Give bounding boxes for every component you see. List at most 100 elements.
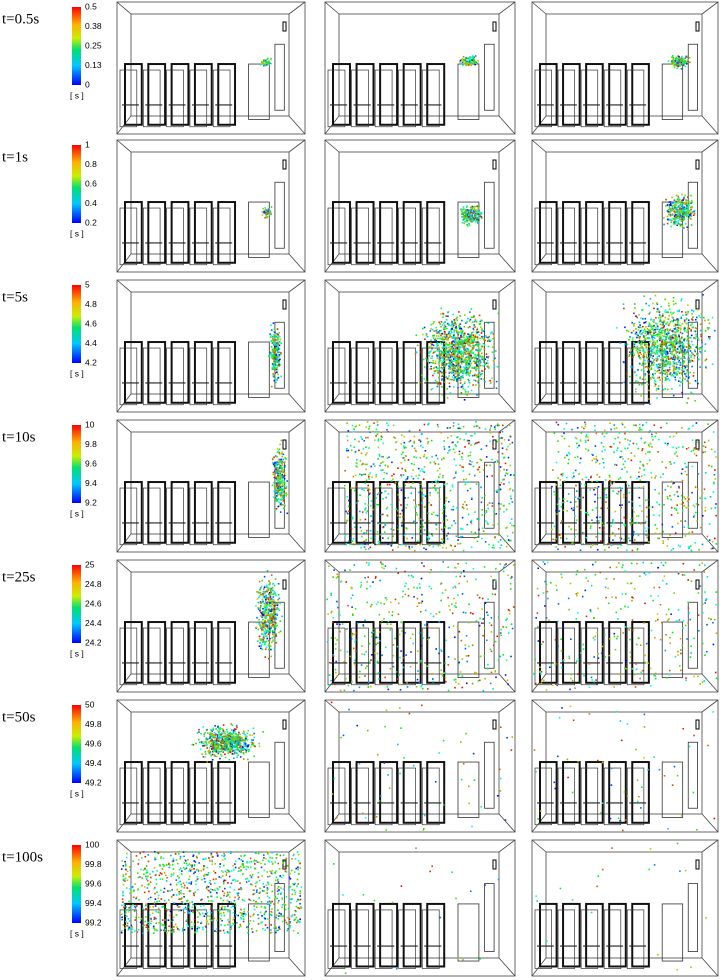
particle — [595, 432, 598, 435]
particle — [675, 200, 677, 203]
particle — [443, 365, 446, 367]
particle — [481, 509, 483, 511]
particle — [281, 504, 283, 506]
particle — [278, 354, 281, 356]
particle — [487, 345, 490, 348]
particle — [268, 355, 270, 357]
particle — [646, 463, 649, 465]
particle — [436, 354, 438, 357]
particle — [265, 215, 268, 217]
particle — [633, 455, 636, 457]
particle — [667, 60, 670, 62]
particle — [660, 341, 663, 343]
particle — [479, 322, 482, 325]
particle — [361, 535, 363, 538]
particle — [674, 333, 677, 336]
particle — [446, 327, 448, 330]
particle — [572, 509, 575, 511]
particle — [643, 527, 646, 529]
particle — [446, 354, 448, 356]
particle — [407, 496, 409, 499]
snapshot-panel — [531, 279, 719, 413]
particle — [631, 507, 634, 509]
particle — [668, 213, 671, 216]
particle — [611, 520, 614, 522]
particle — [276, 346, 279, 348]
particle — [455, 361, 458, 363]
particle — [667, 388, 669, 391]
particle — [276, 479, 278, 481]
particle — [703, 316, 705, 319]
particle — [505, 426, 508, 428]
particle — [437, 367, 439, 370]
particle — [679, 223, 681, 226]
particle — [460, 355, 463, 357]
particle — [261, 214, 264, 216]
particle — [638, 475, 640, 478]
particle — [691, 439, 694, 441]
particle — [679, 213, 681, 216]
particle — [276, 349, 278, 351]
particle — [435, 330, 438, 333]
particle — [679, 364, 681, 366]
particle — [472, 465, 475, 468]
particle — [682, 202, 684, 205]
particle — [712, 547, 714, 550]
particle — [662, 542, 664, 544]
particle — [418, 429, 421, 431]
particle — [444, 359, 446, 362]
particle — [672, 209, 674, 212]
particle — [458, 355, 461, 358]
particle — [469, 206, 472, 209]
particle — [470, 216, 473, 219]
particle — [348, 540, 350, 542]
particle — [492, 352, 495, 355]
particle — [512, 474, 515, 476]
particle — [644, 378, 647, 381]
room-frame — [324, 1, 516, 135]
particle — [673, 220, 675, 223]
particle — [587, 513, 590, 516]
particle — [441, 353, 444, 355]
particle — [481, 514, 484, 516]
particle — [462, 376, 464, 379]
particle — [456, 360, 458, 362]
particle — [358, 424, 361, 426]
particle — [624, 326, 626, 329]
particle — [663, 355, 665, 358]
particle — [638, 314, 640, 316]
particle — [675, 215, 677, 218]
particle — [471, 205, 474, 208]
particle — [686, 369, 689, 371]
particle — [566, 476, 568, 479]
particle — [654, 385, 656, 387]
particle — [686, 335, 689, 337]
particle — [278, 364, 280, 366]
particle — [276, 337, 279, 339]
particle — [576, 446, 579, 449]
particle — [429, 461, 432, 464]
particle — [276, 347, 279, 350]
colorbar-tick-label: 0.38 — [85, 21, 102, 31]
particle — [478, 206, 480, 209]
particle — [484, 541, 487, 543]
particle — [689, 371, 691, 374]
particle — [504, 540, 507, 542]
particle — [466, 356, 468, 359]
particle — [275, 495, 278, 497]
particle — [396, 489, 398, 491]
particle — [278, 477, 280, 479]
particle — [675, 302, 677, 305]
particle — [660, 315, 663, 318]
particle — [274, 342, 277, 345]
room-edge — [498, 393, 516, 413]
particle — [471, 219, 474, 222]
particle — [464, 60, 467, 63]
particle — [442, 520, 444, 523]
particle — [632, 329, 635, 332]
particle — [688, 327, 691, 330]
particle — [671, 208, 673, 210]
particle — [667, 355, 670, 358]
particle — [499, 437, 501, 439]
particle — [644, 374, 646, 377]
